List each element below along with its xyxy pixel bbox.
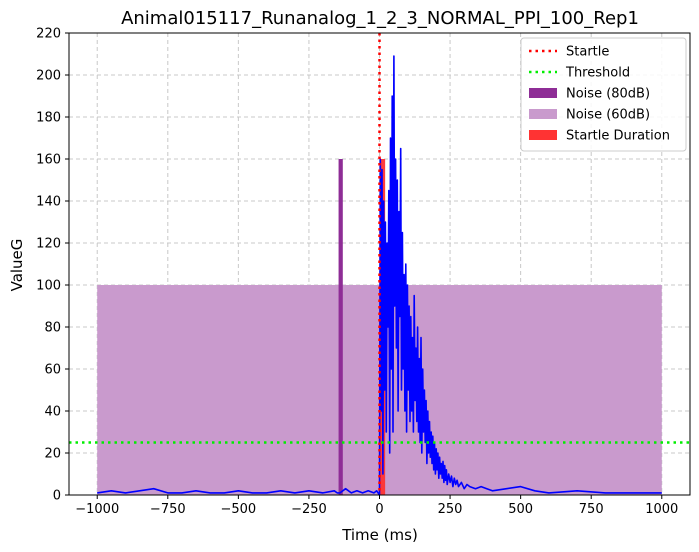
y-tick-label: 20 [44, 447, 61, 462]
x-tick-label: −500 [221, 502, 257, 517]
y-tick-label: 220 [36, 27, 61, 42]
y-tick-label: 80 [44, 321, 61, 336]
plot-area: −1000 −750 −500 −250 0 250 500 750 1000 0 20 40 60 80… [36, 27, 691, 517]
y-tick-label: 120 [36, 237, 61, 252]
y-tick-label: 100 [36, 279, 61, 294]
chart-title: Animal015117_Runanalog_1_2_3_NORMAL_PPI_… [121, 8, 639, 29]
y-tick-label: 160 [36, 153, 61, 168]
y-tick-label: 40 [44, 405, 61, 420]
y-axis-label: ValueG [8, 239, 26, 292]
y-tick-label: 180 [36, 111, 61, 126]
y-tick-label: 200 [36, 69, 61, 84]
x-axis-label: Time (ms) [341, 526, 418, 544]
legend-swatch [529, 109, 557, 119]
x-tick-label: 500 [508, 502, 533, 517]
x-tick-label: 250 [438, 502, 463, 517]
legend-swatch [529, 130, 557, 140]
legend: Startle Threshold Noise (80dB) Noise (60dB)… [520, 37, 687, 152]
legend-label: Noise (80dB) [566, 87, 650, 102]
legend-label: Startle [566, 45, 609, 60]
legend-box [520, 37, 687, 152]
y-tick-label: 60 [44, 363, 61, 378]
x-tick-label: 0 [375, 502, 383, 517]
x-tick-label: −250 [291, 502, 327, 517]
y-tick-label: 140 [36, 195, 61, 210]
legend-swatch [529, 88, 557, 98]
legend-label: Noise (60dB) [566, 108, 650, 123]
y-tick-label: 0 [53, 489, 61, 504]
x-tick-label: 750 [579, 502, 604, 517]
x-tick-label: −1000 [75, 502, 119, 517]
x-tick-label: −750 [150, 502, 186, 517]
x-tick-label: 1000 [645, 502, 678, 517]
signal-line [97, 55, 662, 496]
legend-label: Startle Duration [566, 129, 670, 144]
noise-80db-bar [338, 159, 343, 495]
legend-label: Threshold [565, 66, 630, 81]
